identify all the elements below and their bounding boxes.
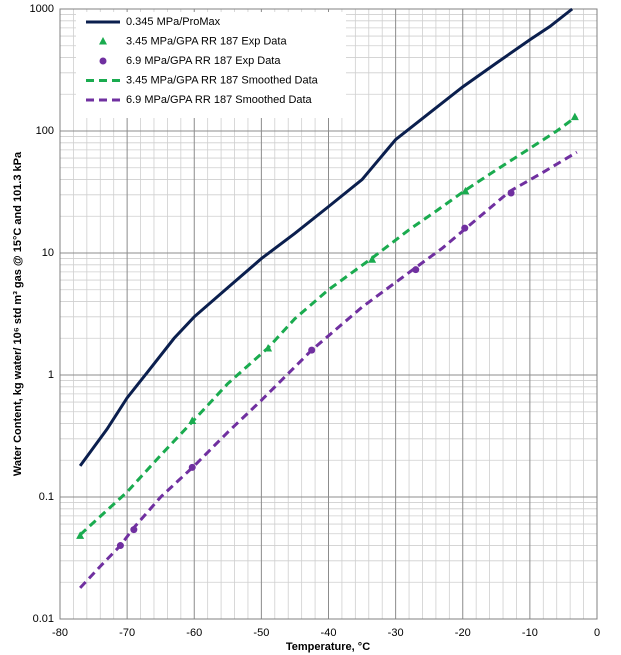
y-tick-label: 1 [48, 369, 54, 381]
x-tick-label: -70 [119, 627, 135, 639]
y-axis-title: Water Content, kg water/ 10⁶ std m³ gas … [12, 151, 24, 476]
legend-swatch [99, 57, 107, 65]
x-tick-label: -40 [321, 627, 337, 639]
data-point [412, 266, 420, 274]
series-line [79, 150, 578, 589]
data-point [461, 186, 470, 195]
legend-label: 3.45 MPa/GPA RR 187 Exp Data [126, 35, 287, 47]
data-point [76, 531, 85, 539]
y-tick-label: 0.01 [33, 613, 54, 625]
legend-swatch [99, 37, 107, 45]
x-tick-label: -10 [522, 627, 538, 639]
plot-frame [59, 8, 598, 620]
legend-label: 6.9 MPa/GPA RR 187 Smoothed Data [126, 94, 313, 106]
y-tick-label: 1000 [30, 3, 54, 15]
legend-label: 0.345 MPa/ProMax [126, 16, 221, 28]
x-tick-label: -50 [253, 627, 269, 639]
data-point [368, 255, 377, 263]
x-tick-label: -80 [52, 627, 68, 639]
x-axis-title: Temperature, °C [286, 641, 370, 653]
legend-box [76, 12, 346, 118]
x-tick-label: -60 [186, 627, 202, 639]
series-line [78, 7, 574, 467]
y-tick-label: 100 [36, 125, 54, 137]
y-tick-label: 0.1 [39, 491, 54, 503]
y-tick-label: 10 [42, 247, 54, 259]
x-tick-label: 0 [594, 627, 600, 639]
x-tick-label: -30 [388, 627, 404, 639]
legend-label: 3.45 MPa/GPA RR 187 Smoothed Data [126, 74, 319, 86]
legend-label: 6.9 MPa/GPA RR 187 Exp Data [126, 55, 281, 67]
series-line [79, 115, 578, 536]
x-tick-label: -20 [455, 627, 471, 639]
